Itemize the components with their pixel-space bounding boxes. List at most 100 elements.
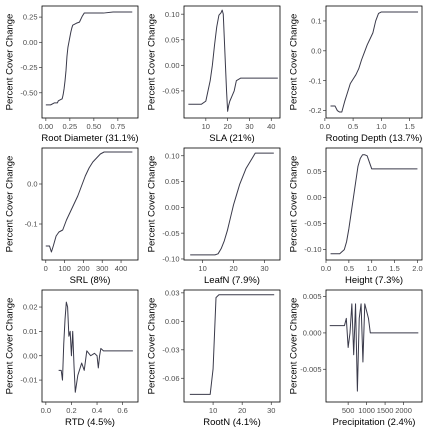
- y-tick-label: 0.00: [165, 203, 180, 212]
- x-tick-label: 20: [229, 264, 237, 273]
- y-tick-label: 0.0: [311, 46, 321, 55]
- y-tick-label: 0.00: [165, 317, 180, 326]
- x-tick-label: 0.6: [117, 406, 127, 415]
- x-tick-label: 1.5: [404, 122, 414, 131]
- x-tick-label: 0.4: [92, 406, 102, 415]
- x-tick-label: 0.75: [111, 122, 126, 131]
- y-axis-title: Percent Cover Change: [289, 298, 300, 395]
- x-tick-label: 300: [96, 264, 109, 273]
- y-tick-label: 0.25: [23, 13, 38, 22]
- x-tick-label: 0.25: [63, 122, 78, 131]
- x-axis-title: Rooting Depth (13.7%): [326, 133, 423, 144]
- y-tick-label: 0.000: [303, 329, 322, 338]
- x-tick-label: 1.0: [376, 122, 386, 131]
- y-tick-label: -0.005: [300, 365, 321, 374]
- x-tick-label: 200: [77, 264, 90, 273]
- x-tick-label: 10: [198, 264, 206, 273]
- x-tick-label: 0.0: [320, 122, 330, 131]
- plot-frame: [325, 147, 423, 261]
- y-tick-label: 0.00: [307, 193, 322, 202]
- y-tick-label: 0.10: [165, 151, 180, 160]
- x-axis-title: LeafN (7.9%): [204, 275, 260, 286]
- x-tick-label: 20: [223, 122, 231, 131]
- y-tick-label: -0.05: [304, 219, 321, 228]
- plot-frame: [325, 289, 423, 403]
- series-line: [189, 294, 275, 395]
- y-axis-title: Percent Cover Change: [289, 14, 300, 111]
- x-tick-label: 40: [267, 122, 275, 131]
- y-tick-label: -0.05: [162, 229, 179, 238]
- y-tick-label: -0.2: [309, 106, 322, 115]
- panel-srl: -0.1 0.0 0 100 200 300 400 SRL (8%) Percent Cove…: [5, 147, 139, 286]
- x-tick-label: 30: [260, 264, 268, 273]
- plot-frame: [183, 147, 281, 261]
- plot-frame: [41, 147, 139, 261]
- y-tick-label: 0.02: [23, 303, 38, 312]
- y-axis-title: Percent Cover Change: [147, 298, 158, 395]
- x-tick-label: 0: [44, 264, 48, 273]
- x-axis-title: Height (7.3%): [345, 275, 403, 286]
- x-tick-label: 0.00: [39, 122, 54, 131]
- y-tick-label: 0.1: [311, 17, 321, 26]
- panel-rooting-depth: -0.2 -0.1 0.0 0.1 0.0 0.5 1.0 1.5 Rooting Depth …: [289, 5, 423, 144]
- y-tick-label: -0.1: [309, 76, 322, 85]
- panel-height: -0.10 -0.05 0.00 0.05 0.0 0.5 1.0 1.5 2.0 Height …: [289, 147, 423, 286]
- series-line: [45, 151, 133, 253]
- x-tick-label: 0.5: [344, 264, 354, 273]
- x-tick-label: 0.5: [348, 122, 358, 131]
- x-tick-label: 1500: [377, 406, 394, 415]
- x-axis-title: RootN (4.1%): [203, 417, 261, 428]
- y-tick-label: -0.50: [20, 88, 37, 97]
- x-axis-title: SRL (8%): [70, 275, 111, 286]
- x-tick-label: 2.0: [412, 264, 422, 273]
- x-tick-label: 2000: [395, 406, 412, 415]
- x-tick-label: 1.0: [366, 264, 376, 273]
- y-tick-label: -0.10: [304, 245, 321, 254]
- x-tick-label: 20: [238, 406, 246, 415]
- plot-frame: [325, 5, 423, 119]
- y-tick-label: -0.03: [162, 345, 179, 354]
- series-line: [330, 154, 418, 255]
- x-tick-label: 0.0: [321, 264, 331, 273]
- y-axis-title: Percent Cover Change: [5, 298, 16, 395]
- series-line: [330, 11, 419, 113]
- x-tick-label: 0.2: [66, 406, 76, 415]
- y-tick-label: 0.05: [307, 167, 322, 176]
- x-tick-label: 30: [267, 406, 275, 415]
- plot-frame: [41, 5, 139, 119]
- y-tick-label: -0.10: [162, 255, 179, 264]
- y-axis-title: Percent Cover Change: [5, 14, 16, 111]
- x-tick-label: 10: [202, 122, 210, 131]
- x-tick-label: 100: [58, 264, 71, 273]
- panel-root-diameter: -0.50 -0.25 0.00 0.25 0.00 0.25 0.50 0.75 Root D…: [5, 5, 139, 144]
- x-tick-label: 1.5: [389, 264, 399, 273]
- x-tick-label: 30: [245, 122, 253, 131]
- y-tick-label: -0.1: [25, 220, 38, 229]
- series-line: [188, 9, 278, 112]
- x-axis-title: SLA (21%): [209, 133, 254, 144]
- y-tick-label: 0.00: [165, 61, 180, 70]
- panel-precipitation: -0.005 0.000 0.005 500 1000 1500 2000 Precipita…: [289, 289, 423, 428]
- y-tick-label: 0.00: [23, 38, 38, 47]
- y-tick-label: -0.25: [20, 63, 37, 72]
- y-tick-label: -0.05: [162, 86, 179, 95]
- plot-frame: [183, 289, 281, 403]
- series-line: [329, 303, 419, 392]
- y-tick-label: 0.0: [27, 180, 37, 189]
- y-tick-label: -0.06: [162, 374, 179, 383]
- plot-frame: [41, 289, 139, 403]
- panel-sla: -0.05 0.00 0.05 0.10 10 20 30 40 SLA (21%) Percen…: [147, 5, 281, 144]
- y-axis-title: Percent Cover Change: [147, 156, 158, 253]
- y-tick-label: 0.05: [165, 35, 180, 44]
- y-axis-title: Percent Cover Change: [289, 156, 300, 253]
- x-tick-label: 400: [115, 264, 128, 273]
- y-tick-label: 0.01: [23, 327, 38, 336]
- x-axis-title: Root Diameter (31.1%): [41, 133, 138, 144]
- panel-rootn: -0.06 -0.03 0.00 0.03 10 20 30 RootN (4.1%) Perc…: [147, 288, 281, 428]
- x-tick-label: 0.50: [87, 122, 102, 131]
- y-tick-label: 0.005: [303, 292, 322, 301]
